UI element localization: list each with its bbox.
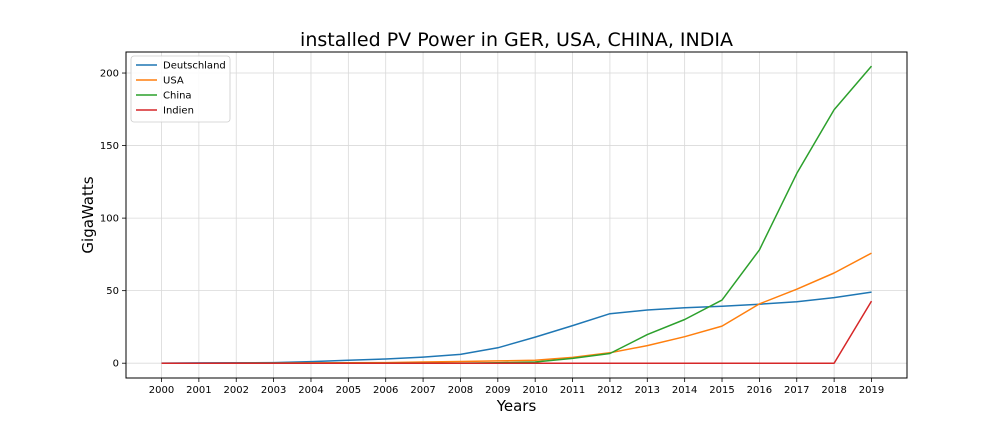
y-tick-label: 50	[106, 286, 119, 297]
x-tick-label: 2003	[261, 385, 286, 396]
x-tick-label: 2011	[560, 385, 585, 396]
legend-label-deutschland: Deutschland	[163, 61, 226, 72]
x-tick-label: 2019	[859, 385, 884, 396]
legend-box	[130, 55, 231, 123]
x-axis-title: Years	[496, 397, 537, 415]
grid	[126, 52, 907, 378]
x-tick-label: 2018	[821, 385, 846, 396]
legend-label-china: China	[163, 91, 192, 102]
y-tick-label: 100	[100, 214, 119, 225]
y-tick-label: 0	[113, 359, 119, 370]
legend-label-usa: USA	[163, 76, 184, 87]
x-tick-label: 2005	[336, 385, 361, 396]
x-tick-label: 2013	[635, 385, 660, 396]
x-tick-label: 2014	[672, 385, 697, 396]
y-axis-ticks: 0 50 100 150 200	[100, 69, 126, 370]
chart-title: installed PV Power in GER, USA, CHINA, I…	[300, 29, 733, 51]
series-lines	[161, 65, 873, 364]
x-tick-label: 2015	[709, 385, 734, 396]
y-axis-title: GigaWatts	[79, 176, 97, 253]
x-tick-label: 2000	[149, 385, 174, 396]
x-tick-label: 2007	[410, 385, 435, 396]
x-tick-label: 2009	[485, 385, 510, 396]
x-tick-label: 2004	[298, 385, 323, 396]
x-tick-label: 2006	[373, 385, 398, 396]
plot-area-frame	[125, 51, 908, 379]
series-line-indien	[161, 300, 873, 364]
legend-label-indien: Indien	[163, 106, 194, 117]
x-tick-label: 2010	[522, 385, 547, 396]
y-tick-label: 200	[100, 69, 119, 80]
legend: Deutschland USA China Indien	[130, 55, 231, 123]
x-tick-label: 2017	[784, 385, 809, 396]
x-tick-label: 2012	[597, 385, 622, 396]
x-tick-label: 2008	[448, 385, 473, 396]
x-tick-label: 2001	[186, 385, 211, 396]
x-axis-ticks: 2000 2001 2002 2003 2004 2005 2006 2007 2008 2009…	[149, 378, 884, 396]
x-tick-label: 2002	[224, 385, 249, 396]
x-tick-label: 2016	[747, 385, 772, 396]
y-tick-label: 150	[100, 141, 119, 152]
